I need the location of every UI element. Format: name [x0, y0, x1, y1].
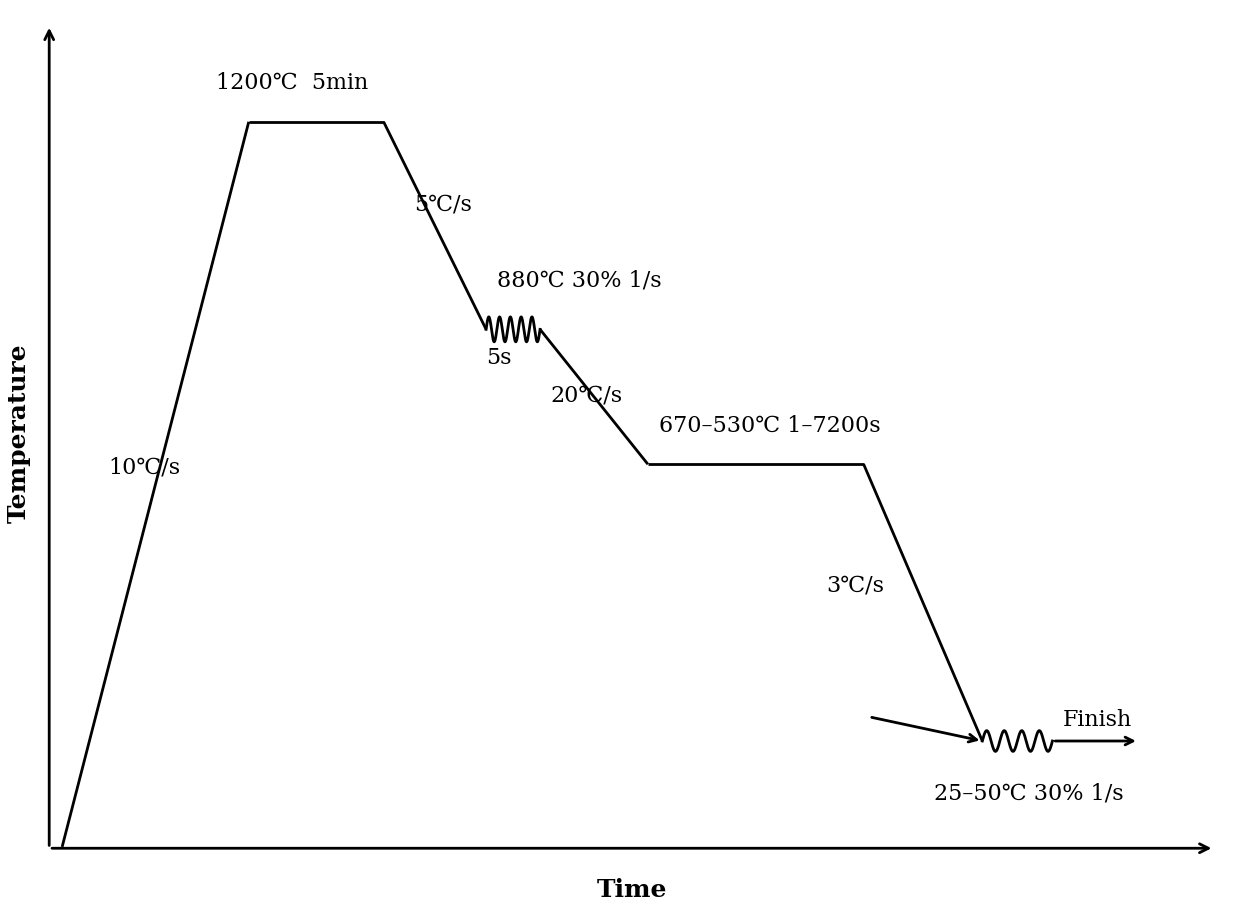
- Text: Finish: Finish: [1063, 709, 1132, 731]
- Text: 10℃/s: 10℃/s: [109, 456, 181, 479]
- Text: Time: Time: [596, 878, 667, 902]
- Text: 20℃/s: 20℃/s: [551, 385, 622, 406]
- Text: 5s: 5s: [486, 346, 512, 369]
- Text: 670–530℃ 1–7200s: 670–530℃ 1–7200s: [658, 415, 880, 436]
- Text: 880℃ 30% 1/s: 880℃ 30% 1/s: [497, 269, 661, 291]
- Text: 5℃/s: 5℃/s: [414, 194, 471, 215]
- Text: 25–50℃ 30% 1/s: 25–50℃ 30% 1/s: [934, 783, 1123, 804]
- Text: 3℃/s: 3℃/s: [826, 574, 884, 596]
- Text: 1200℃  5min: 1200℃ 5min: [217, 72, 368, 95]
- Text: Temperature: Temperature: [7, 344, 31, 523]
